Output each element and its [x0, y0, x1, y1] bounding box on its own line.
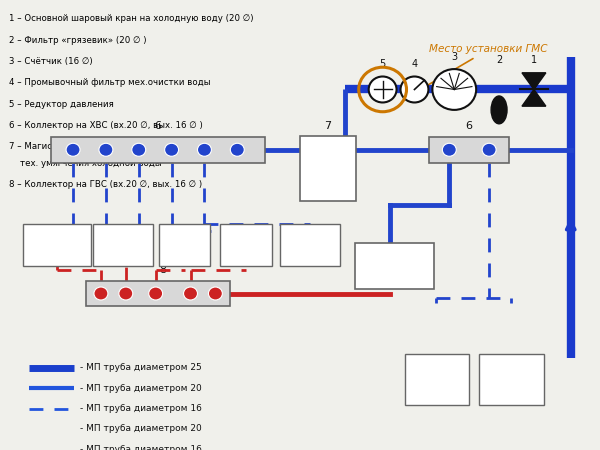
Text: Место установки ГМС: Место установки ГМС	[407, 45, 548, 97]
Ellipse shape	[491, 96, 507, 124]
Circle shape	[197, 143, 211, 156]
FancyBboxPatch shape	[23, 224, 91, 266]
Text: Стираль-
ная
машина: Стираль- ная машина	[416, 364, 457, 394]
Text: 7 – Магистральный фильтр: 7 – Магистральный фильтр	[10, 142, 134, 151]
FancyBboxPatch shape	[355, 243, 434, 289]
Text: Посудо-
моечная
машина: Посудо- моечная машина	[492, 364, 530, 394]
Circle shape	[119, 287, 133, 300]
Text: 4: 4	[412, 59, 418, 69]
Text: 3 – Счётчик (16 ∅): 3 – Счётчик (16 ∅)	[10, 57, 93, 66]
Circle shape	[230, 143, 244, 156]
FancyBboxPatch shape	[86, 280, 230, 306]
FancyBboxPatch shape	[158, 224, 211, 266]
Text: 6 – Коллектор на ХВС (вх.20 ∅, вых. 16 ∅ ): 6 – Коллектор на ХВС (вх.20 ∅, вых. 16 ∅…	[10, 121, 203, 130]
Text: - МП труба диаметром 25: - МП труба диаметром 25	[80, 363, 202, 372]
Text: Кухонная
мойка: Кухонная мойка	[35, 235, 79, 255]
Text: 6: 6	[155, 122, 161, 131]
Text: 8: 8	[160, 265, 167, 275]
FancyBboxPatch shape	[51, 137, 265, 163]
Circle shape	[368, 76, 397, 103]
Text: Котёл
(ГВС): Котёл (ГВС)	[379, 255, 410, 276]
Circle shape	[164, 143, 179, 156]
Text: 8 – Коллектор на ГВС (вх.20 ∅, вых. 16 ∅ ): 8 – Коллектор на ГВС (вх.20 ∅, вых. 16 ∅…	[10, 180, 202, 189]
Text: 7: 7	[325, 122, 331, 131]
Text: Унитаз: Унитаз	[294, 240, 326, 249]
Circle shape	[442, 143, 456, 156]
Text: 6: 6	[466, 122, 473, 131]
Text: - МП труба диаметром 20: - МП труба диаметром 20	[80, 383, 202, 392]
FancyBboxPatch shape	[280, 224, 340, 266]
Text: 3: 3	[451, 52, 457, 62]
Polygon shape	[522, 90, 546, 106]
Text: тех. умягчения холодной воды: тех. умягчения холодной воды	[10, 159, 162, 168]
Circle shape	[184, 287, 197, 300]
Text: 2 – Фильтр «грязевик» (20 ∅ ): 2 – Фильтр «грязевик» (20 ∅ )	[10, 36, 147, 45]
FancyBboxPatch shape	[430, 137, 509, 163]
Circle shape	[433, 69, 476, 110]
FancyBboxPatch shape	[479, 354, 544, 405]
Text: 1: 1	[531, 55, 537, 65]
Text: Ванна: Ванна	[170, 240, 199, 249]
Polygon shape	[522, 73, 546, 90]
Circle shape	[208, 287, 223, 300]
Circle shape	[94, 287, 108, 300]
Text: 5: 5	[379, 59, 386, 69]
Text: 1 – Основной шаровый кран на холодную воду (20 ∅): 1 – Основной шаровый кран на холодную во…	[10, 14, 254, 23]
FancyBboxPatch shape	[404, 354, 469, 405]
Text: Раковина: Раковина	[101, 240, 144, 249]
Text: - МП труба диаметром 20: - МП труба диаметром 20	[80, 424, 202, 433]
Text: - МП труба диаметром 16: - МП труба диаметром 16	[80, 445, 202, 450]
FancyBboxPatch shape	[93, 224, 152, 266]
FancyBboxPatch shape	[220, 224, 272, 266]
Text: - МП труба диаметром 16: - МП труба диаметром 16	[80, 404, 202, 413]
Circle shape	[482, 143, 496, 156]
Circle shape	[132, 143, 146, 156]
Text: 2: 2	[496, 55, 502, 65]
Text: 5 – Редуктор давления: 5 – Редуктор давления	[10, 100, 114, 109]
Circle shape	[99, 143, 113, 156]
Circle shape	[66, 143, 80, 156]
Circle shape	[149, 287, 163, 300]
Circle shape	[401, 76, 428, 103]
FancyBboxPatch shape	[300, 136, 356, 201]
Text: Биде: Биде	[235, 240, 258, 249]
Text: 4 – Промывочный фильтр мех.очистки воды: 4 – Промывочный фильтр мех.очистки воды	[10, 78, 211, 87]
